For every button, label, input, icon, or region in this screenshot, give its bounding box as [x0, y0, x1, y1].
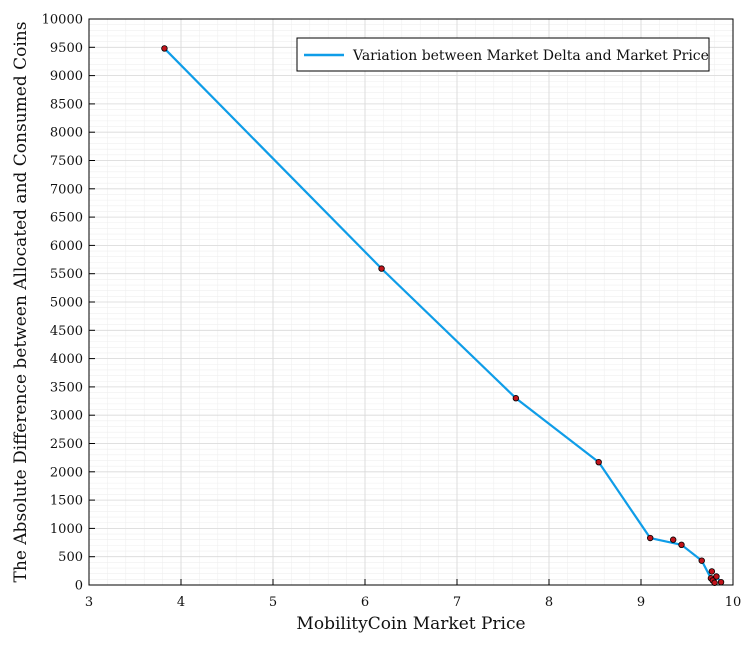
x-tick-label: 7	[453, 595, 461, 610]
y-tick-label: 7500	[50, 154, 83, 169]
legend-box	[296, 37, 710, 72]
y-tick-label: 5500	[50, 267, 83, 282]
data-point	[595, 458, 602, 466]
x-tick-label: 3	[85, 595, 93, 610]
y-tick-label: 4000	[50, 352, 83, 367]
x-tick-label: 8	[545, 595, 553, 610]
x-tick-label: 5	[269, 595, 277, 610]
x-tick-label: 9	[637, 595, 645, 610]
y-tick-labels: 0 500 1000 1500 2000 2500 3000 3500 4000 4500 5000…	[42, 13, 83, 594]
y-tick-label: 3000	[50, 409, 83, 424]
y-tick-label: 3500	[50, 380, 83, 395]
y-tick-label: 500	[58, 550, 83, 565]
data-point	[708, 568, 716, 575]
y-tick-label: 6500	[50, 211, 83, 226]
y-tick-label: 0	[75, 579, 83, 594]
series-layer	[161, 45, 725, 586]
x-tick-labels: 3 4 5 6 7 8 9 10	[85, 595, 741, 610]
y-tick-label: 5000	[50, 296, 83, 311]
x-tick-label: 4	[177, 595, 185, 610]
y-tick-label: 6000	[50, 239, 83, 254]
y-tick-label: 9000	[50, 69, 83, 84]
data-point	[647, 534, 654, 542]
data-point	[717, 578, 725, 586]
data-point	[713, 573, 720, 580]
data-point	[161, 45, 168, 52]
data-point	[678, 541, 685, 549]
y-tick-label: 1000	[50, 522, 83, 537]
x-tick-label: 6	[361, 595, 369, 610]
y-tick-label: 8000	[50, 126, 83, 141]
major-grid	[88, 18, 734, 586]
series-line	[163, 47, 722, 584]
data-point	[378, 265, 385, 272]
data-point	[512, 395, 520, 402]
y-tick-label: 2000	[50, 465, 83, 480]
y-tick-label: 7000	[50, 182, 83, 197]
y-tick-label: 2500	[50, 437, 83, 452]
data-point	[698, 557, 705, 564]
y-axis-title: The Absolute Difference between Allocate…	[11, 22, 31, 583]
data-point	[711, 579, 718, 586]
y-tick-label: 10000	[42, 13, 83, 28]
legend-label: Variation between Market Delta and Marke…	[352, 48, 709, 64]
data-point	[670, 536, 677, 543]
y-tick-label: 8500	[50, 97, 83, 112]
x-tick-label: 10	[725, 595, 742, 610]
y-tick-label: 9500	[50, 41, 83, 56]
y-tick-label: 1500	[50, 494, 83, 509]
legend: Variation between Market Delta and Marke…	[296, 37, 710, 72]
axis-ticks	[88, 18, 734, 586]
y-tick-label: 4500	[50, 324, 83, 339]
x-axis-title: MobilityCoin Market Price	[296, 614, 525, 634]
